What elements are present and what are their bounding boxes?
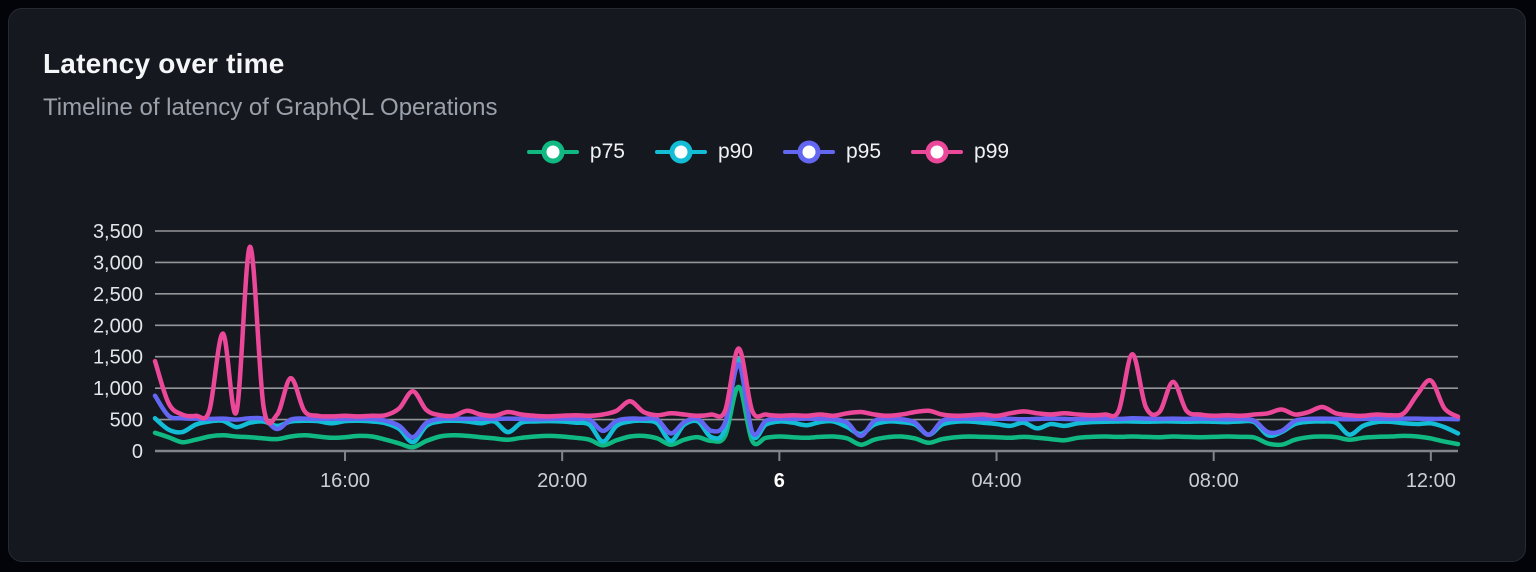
legend-label: p99 — [974, 140, 1010, 163]
series-line-p90 — [152, 356, 1461, 445]
y-axis-label: 3,500 — [93, 221, 143, 243]
legend-item-p99[interactable]: p99 — [911, 139, 1009, 165]
series-marker-icon — [654, 139, 707, 165]
legend-label: p95 — [846, 140, 882, 163]
y-axis-label: 2,000 — [93, 315, 143, 337]
y-axis-label: 2,500 — [93, 284, 143, 306]
series-line-p99 — [152, 244, 1461, 426]
series-marker-icon — [783, 139, 835, 165]
series-marker-icon — [911, 139, 964, 165]
legend-label: p75 — [589, 140, 625, 163]
legend-dot-swatch — [925, 140, 949, 164]
legend-item-p90[interactable]: p90 — [654, 139, 753, 165]
legend-dot-swatch — [541, 140, 565, 164]
x-axis-label: 04:00 — [971, 470, 1021, 492]
page-title: Latency over time — [43, 48, 285, 79]
legend-item-p75[interactable]: p75 — [526, 139, 625, 165]
y-axis-label: 0 — [132, 441, 143, 463]
y-axis-label: 1,000 — [93, 378, 143, 400]
legend-dot-swatch — [797, 140, 821, 164]
legend-dot-swatch — [669, 140, 693, 164]
x-axis-label: 20:00 — [537, 470, 587, 492]
y-axis-label: 3,000 — [93, 252, 143, 274]
legend-item-p95[interactable]: p95 — [783, 139, 881, 165]
chart-subtitle: Timeline of latency of GraphQL Operation… — [43, 94, 498, 121]
x-axis-label: 6 — [774, 470, 785, 492]
x-axis-label: 16:00 — [320, 470, 370, 492]
y-axis-label: 1,500 — [93, 347, 143, 369]
y-axis-label: 500 — [110, 410, 143, 432]
series-line-p75 — [152, 384, 1461, 450]
latency-panel — [8, 8, 1526, 562]
legend-label: p90 — [717, 140, 753, 163]
series-marker-icon — [526, 139, 579, 165]
x-axis-label: 08:00 — [1189, 470, 1239, 492]
chart-legend: p75 p90 p95 p99 — [0, 139, 1536, 165]
series-line-p95 — [152, 362, 1461, 440]
x-axis-label: 12:00 — [1406, 470, 1456, 492]
